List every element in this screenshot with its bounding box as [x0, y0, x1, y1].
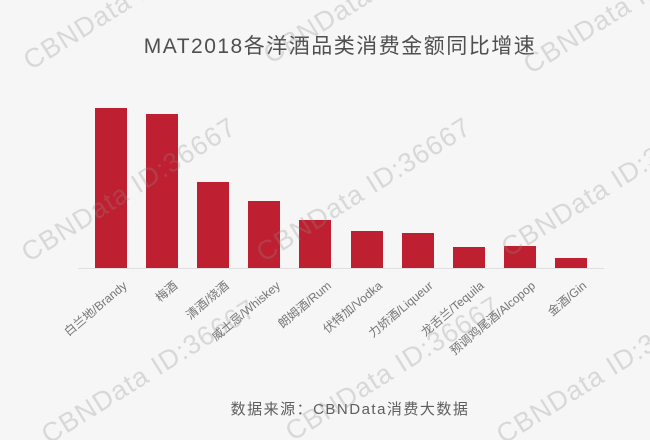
bar-1	[95, 108, 127, 268]
x-label-10: 金酒/Gin	[544, 278, 590, 319]
x-label-1: 白兰地/Brandy	[61, 278, 130, 339]
bar-7	[401, 233, 434, 268]
x-label-2: 梅酒	[152, 278, 181, 305]
bar-9	[503, 246, 536, 268]
bar-10	[554, 258, 587, 268]
bar-8	[452, 247, 485, 268]
bar-4	[248, 201, 281, 268]
bar-3	[197, 182, 230, 268]
bar-2	[146, 114, 179, 268]
bar-6	[350, 231, 383, 268]
chart-title: MAT2018各洋酒品类消费金额同比增速	[143, 35, 537, 58]
x-axis-line	[78, 268, 604, 269]
source-caption: 数据来源：CBNData消费大数据	[230, 401, 470, 418]
bar-5	[299, 220, 332, 268]
